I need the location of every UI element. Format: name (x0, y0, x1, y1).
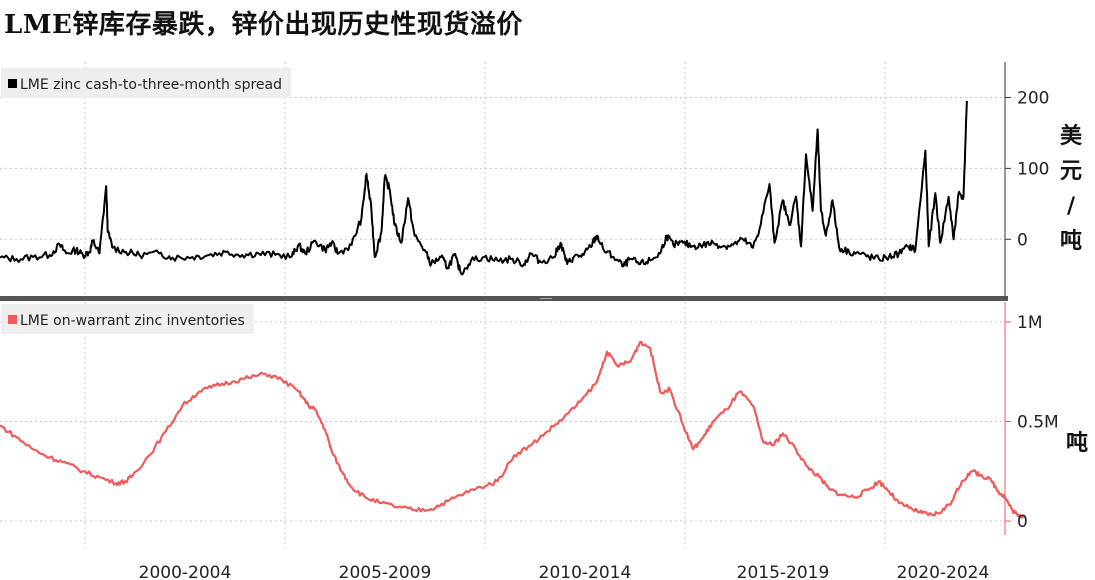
legend-swatch (8, 79, 17, 88)
legend-swatch (8, 315, 17, 324)
legend-inventory: LME on-warrant zinc inventories (1, 304, 254, 334)
chart-title: LME锌库存暴跌，锌价出现历史性现货溢价 (4, 10, 523, 40)
unit-label: 吨 (1066, 431, 1088, 456)
y-tick-label: 0 (1017, 230, 1028, 250)
legend-label: LME on-warrant zinc inventories (20, 313, 245, 329)
spread-series-line (0, 100, 968, 276)
grid-layer (0, 62, 1005, 548)
legend-layer: LME zinc cash-to-three-month spread LME o… (1, 68, 291, 334)
panel-divider (0, 296, 1008, 301)
x-tick-label: 2005-2009 (339, 563, 432, 580)
legend-background (1, 68, 291, 98)
y-tick-label: 200 (1017, 88, 1049, 108)
x-tick-label: 2020-2024 (897, 563, 990, 580)
y-tick-label: 0 (1017, 512, 1028, 532)
y-tick-label: 100 (1017, 159, 1049, 179)
series-layer (0, 100, 1026, 519)
unit-label: 美元/吨 (1060, 123, 1083, 254)
y-tick-label: 0.5M (1017, 412, 1059, 432)
y-tick-label: 1M (1017, 313, 1042, 333)
x-tick-label: 2015-2019 (737, 563, 830, 580)
axis-layer: 200 100 0 美元/吨 1M 0.5M 0 吨 2000-2004 2005-2009 201… (0, 62, 1088, 580)
x-tick-label: 2010-2014 (539, 563, 632, 580)
legend-label: LME zinc cash-to-three-month spread (20, 77, 282, 93)
inventory-series-line (0, 340, 1026, 519)
legend-spread: LME zinc cash-to-three-month spread (1, 68, 291, 98)
legend-background (1, 304, 254, 334)
x-tick-label: 2000-2004 (139, 563, 232, 580)
